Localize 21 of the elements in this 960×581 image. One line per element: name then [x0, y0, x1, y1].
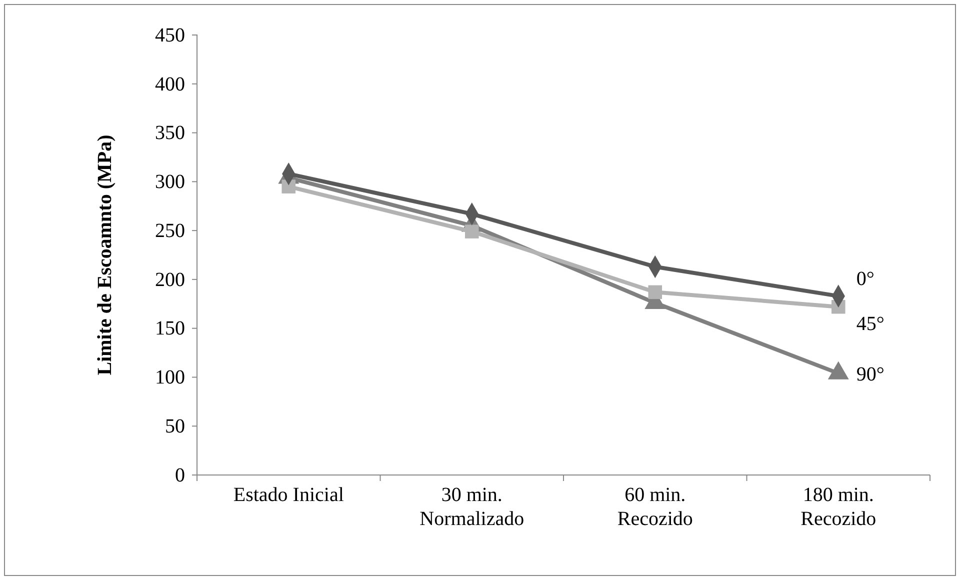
point [648, 285, 662, 300]
point [282, 180, 296, 194]
y-tick-label: 300 [155, 171, 185, 194]
x-tick-label: 180 min. Recozido [800, 484, 876, 530]
series-label: 45° [856, 312, 884, 335]
y-tick-label: 50 [165, 416, 185, 438]
y-tick-label: 350 [155, 122, 185, 144]
y-tick-label: 0 [175, 464, 185, 486]
y-tick-label: 250 [155, 220, 185, 242]
y-tick-label: 150 [155, 318, 185, 340]
y-tick-label: 200 [155, 268, 185, 291]
y-tick-label: 400 [155, 73, 185, 96]
x-tick-label: 30 min. Normalizado [420, 484, 524, 530]
x-tick-label: Estado Inicial [233, 484, 344, 506]
x-tick-label: 60 min. Recozido [617, 484, 693, 530]
y-tick-label: 450 [155, 24, 185, 46]
y-axis-title: Limite de Escoamnto (MPa) [94, 134, 116, 376]
y-tick-label: 100 [155, 366, 185, 389]
series-label: 90° [856, 363, 884, 386]
point [464, 224, 479, 238]
series-label: 0° [856, 268, 874, 290]
